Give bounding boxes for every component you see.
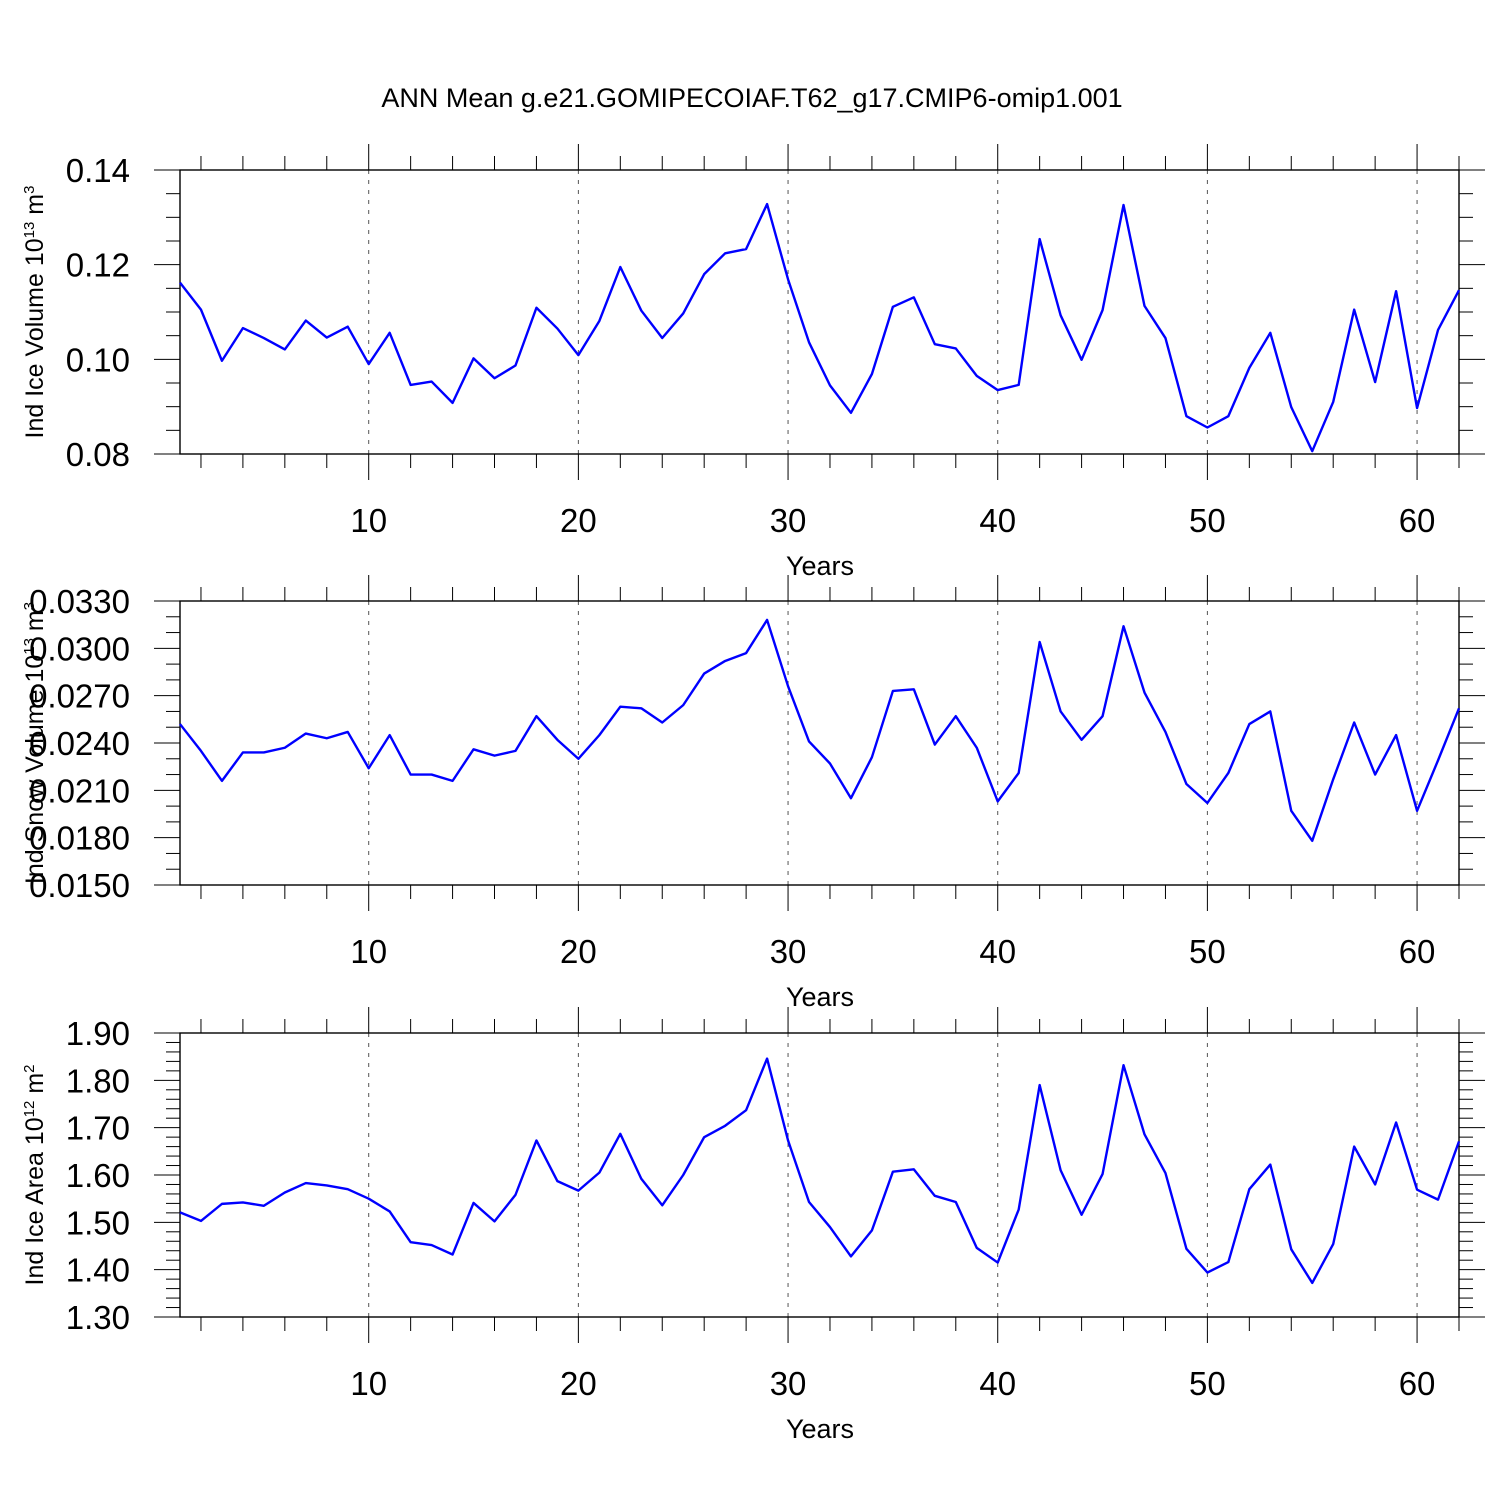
y-tick-label: 1.50 bbox=[66, 1204, 130, 1241]
y-tick-label: 0.0240 bbox=[29, 725, 130, 762]
y-axis-label-superscript: 13 bbox=[21, 638, 38, 655]
y-tick-label: 1.60 bbox=[66, 1157, 130, 1194]
y-axis-label-text: Ind Ice Area 10 bbox=[21, 1117, 49, 1285]
y-tick-label: 0.10 bbox=[66, 341, 130, 378]
x-tick-label: 40 bbox=[979, 933, 1016, 970]
x-tick-label: 30 bbox=[770, 933, 807, 970]
chart-panel-1: 0.08 0.10 0.12 0.14 10 20 30 40 50 60 Years Ind Ice… bbox=[21, 144, 1485, 581]
x-tick-label: 20 bbox=[560, 1365, 597, 1402]
x-axis-label: Years bbox=[786, 1414, 854, 1444]
x-tick-label: 50 bbox=[1189, 1365, 1226, 1402]
series-line bbox=[179, 1057, 1461, 1285]
y-tick-label: 1.70 bbox=[66, 1110, 130, 1147]
x-tick-label: 60 bbox=[1399, 933, 1436, 970]
x-tick-label: 10 bbox=[350, 1365, 387, 1402]
y-tick-label: 1.40 bbox=[66, 1252, 130, 1289]
x-tick-label: 10 bbox=[350, 933, 387, 970]
y-axis-label-text: Ind Snow Volume 10 bbox=[21, 655, 49, 884]
y-tick-label: 1.80 bbox=[66, 1062, 130, 1099]
x-tick-label: 20 bbox=[560, 933, 597, 970]
y-tick-label: 1.90 bbox=[66, 1015, 130, 1052]
y-axis-label-superscript: 13 bbox=[21, 222, 38, 239]
x-tick-label: 40 bbox=[979, 502, 1016, 539]
y-tick-label: 0.0330 bbox=[29, 583, 130, 620]
y-tick-label: 0.08 bbox=[66, 436, 130, 473]
x-tick-label: 50 bbox=[1189, 933, 1226, 970]
x-tick-label: 30 bbox=[770, 1365, 807, 1402]
panels: 0.08 0.10 0.12 0.14 10 20 30 40 50 60 Years Ind Ice… bbox=[21, 144, 1485, 1444]
y-axis-label: Ind Ice Volume 1013 m3 bbox=[21, 186, 49, 439]
y-tick-label: 0.0270 bbox=[29, 678, 130, 715]
y-axis-label: Ind Ice Area 1012 m2 bbox=[21, 1065, 49, 1286]
y-axis-label-superscript: 12 bbox=[21, 1101, 38, 1118]
x-axis-label: Years bbox=[786, 982, 854, 1012]
y-tick-label: 1.30 bbox=[66, 1299, 130, 1336]
y-axis-label-text: m bbox=[21, 1073, 49, 1101]
x-axis-label: Years bbox=[786, 551, 854, 581]
x-tick-label: 30 bbox=[770, 502, 807, 539]
x-tick-label: 50 bbox=[1189, 502, 1226, 539]
figure-title: ANN Mean g.e21.GOMIPECOIAF.T62_g17.CMIP6… bbox=[381, 83, 1122, 113]
y-tick-label: 0.12 bbox=[66, 247, 130, 284]
y-axis-label-superscript: 3 bbox=[21, 186, 38, 194]
y-tick-label: 0.0150 bbox=[29, 867, 130, 904]
x-tick-label: 20 bbox=[560, 502, 597, 539]
chart-panel-3: 1.30 1.40 1.50 1.60 1.70 1.80 1.90 10 20 30 40 50 60… bbox=[21, 1007, 1485, 1444]
y-axis-label: Ind Snow Volume 1013 m3 bbox=[21, 602, 49, 884]
y-tick-label: 0.14 bbox=[66, 152, 130, 189]
y-tick-label: 0.0300 bbox=[29, 630, 130, 667]
y-tick-label: 0.0210 bbox=[29, 772, 130, 809]
y-axis-label-text: m bbox=[21, 610, 49, 638]
x-tick-label: 40 bbox=[979, 1365, 1016, 1402]
series-line bbox=[179, 202, 1461, 453]
y-tick-label: 0.0180 bbox=[29, 820, 130, 857]
y-axis-label-superscript: 3 bbox=[21, 602, 38, 610]
y-axis-label-text: Ind Ice Volume 10 bbox=[21, 238, 49, 438]
x-tick-label: 60 bbox=[1399, 1365, 1436, 1402]
y-axis-label-superscript: 2 bbox=[21, 1065, 38, 1073]
series-line bbox=[179, 618, 1461, 843]
x-tick-label: 10 bbox=[350, 502, 387, 539]
x-tick-label: 60 bbox=[1399, 502, 1436, 539]
y-axis-label-text: m bbox=[21, 194, 49, 222]
chart-panel-2: 0.0150 0.0180 0.0210 0.0240 0.0270 0.0300 0.03… bbox=[21, 575, 1485, 1012]
